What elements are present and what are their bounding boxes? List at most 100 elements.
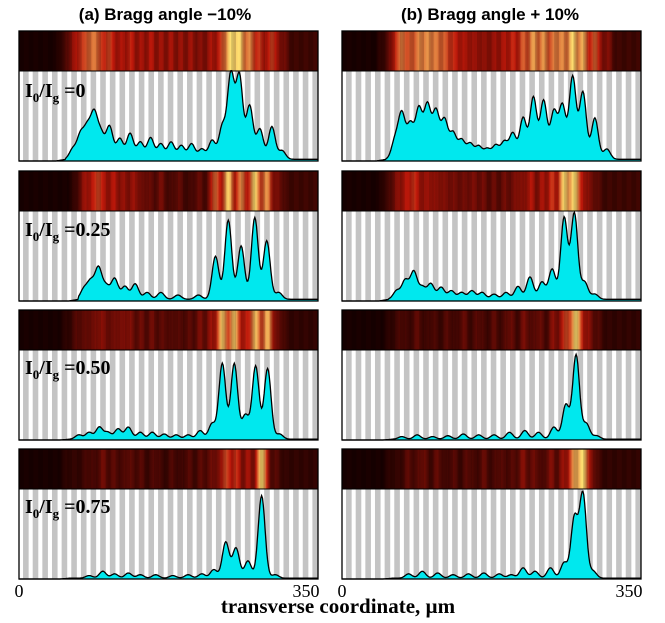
grating-stripe [32, 71, 39, 161]
grating-stripe [481, 211, 487, 301]
grating-stripe [616, 211, 622, 301]
grating-stripe [283, 350, 290, 440]
image-fringe [361, 449, 367, 489]
grating-stripe [51, 350, 58, 440]
image-fringe [154, 31, 159, 71]
grating-stripe [394, 350, 400, 440]
grating-stripe [129, 350, 135, 440]
intensity-line [342, 490, 641, 580]
grating-stripe [71, 350, 77, 440]
image-fringe [96, 449, 102, 489]
image-fringe [534, 449, 540, 489]
image-fringe [592, 31, 598, 71]
grating-stripe [148, 211, 155, 301]
grating-stripe [442, 489, 449, 579]
panel-frame [18, 448, 319, 580]
intensity-image [342, 171, 641, 211]
grating-stripe [490, 211, 497, 301]
grating-stripe [355, 71, 362, 161]
image-fringe [612, 31, 617, 71]
image-fringe [279, 31, 285, 71]
column-title-b: (b) Bragg angle + 10% [401, 5, 579, 24]
image-fringe [563, 171, 569, 211]
image-fringe [221, 171, 227, 211]
image-fringe [192, 171, 198, 211]
grating-stripe [616, 489, 622, 579]
image-fringe [380, 31, 386, 71]
grating-stripe [312, 350, 318, 440]
image-fringe [115, 449, 121, 489]
grating-stripe [32, 350, 39, 440]
image-fringe [125, 449, 130, 489]
grating-stripe [413, 350, 420, 440]
image-fringe [183, 310, 188, 350]
image-fringe [76, 310, 82, 350]
grating-stripe [119, 71, 126, 161]
grating-stripe [187, 211, 193, 301]
grating-stripe [158, 350, 164, 440]
grating-stripe [403, 489, 410, 579]
panel-a-1 [18, 170, 319, 302]
image-fringe [621, 31, 627, 71]
grating-stripe [206, 211, 212, 301]
grating-stripe [51, 71, 58, 161]
grating-stripe [51, 489, 58, 579]
image-fringe [583, 449, 588, 489]
grating-stripe [481, 71, 487, 161]
image-fringe [19, 171, 24, 211]
image-fringe [419, 449, 425, 489]
image-fringe [506, 310, 511, 350]
image-fringe [76, 449, 82, 489]
grating-stripe [273, 211, 280, 301]
image-fringe [221, 310, 227, 350]
image-fringe [86, 310, 92, 350]
grating-stripe [403, 350, 410, 440]
image-fringe [173, 171, 179, 211]
image-fringe [231, 310, 237, 350]
grating-stripe [635, 211, 641, 301]
panel-b-4 [341, 30, 642, 162]
image-fringe [448, 31, 453, 71]
image-fringe [269, 449, 275, 489]
image-fringe [467, 171, 473, 211]
image-fringe [86, 171, 92, 211]
image-fringe [96, 31, 102, 71]
grating-stripe [432, 350, 439, 440]
image-fringe [38, 31, 44, 71]
grating-stripe [423, 211, 429, 301]
image-fringe [134, 310, 140, 350]
grating-stripe [187, 350, 193, 440]
grating-stripe [129, 211, 135, 301]
image-fringe [105, 310, 111, 350]
row-label-1: I0/Ig =0.25 [25, 219, 111, 244]
image-fringe [308, 171, 314, 211]
image-fringe [231, 171, 237, 211]
panel-frame [18, 309, 319, 441]
grating-stripe [442, 350, 449, 440]
grating-stripe [606, 350, 613, 440]
grating-stripe [167, 489, 174, 579]
panel-b-6 [341, 309, 642, 441]
grating-stripe [461, 211, 468, 301]
image-fringe [250, 310, 256, 350]
image-fringe [428, 449, 434, 489]
image-fringe [370, 171, 376, 211]
intensity-image [342, 31, 641, 71]
image-fringe [592, 449, 598, 489]
image-fringe [154, 449, 159, 489]
grating-stripe [432, 211, 439, 301]
grating-stripe [129, 489, 135, 579]
image-fringe [250, 449, 256, 489]
grating-stripe [374, 350, 381, 440]
image-fringe [380, 310, 386, 350]
grating-stripe [283, 71, 290, 161]
grating-stripe [365, 71, 371, 161]
image-fringe [144, 310, 150, 350]
image-fringe [38, 449, 44, 489]
image-fringe [573, 171, 579, 211]
panel-frame [18, 170, 319, 302]
grating-stripe [42, 71, 48, 161]
image-fringe [602, 31, 608, 71]
image-fringe [419, 31, 425, 71]
grating-stripe [196, 211, 203, 301]
